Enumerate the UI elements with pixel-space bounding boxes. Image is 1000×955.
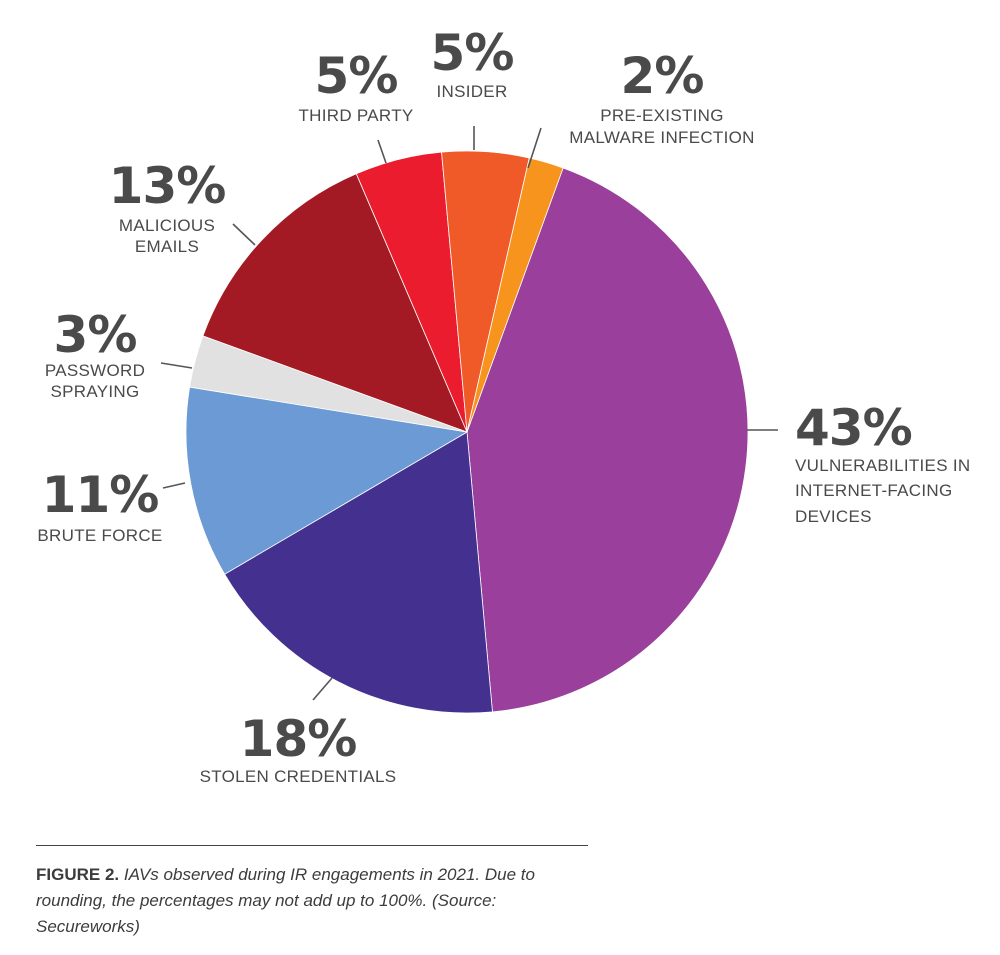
slice-label-6-line-1: THIRD PARTY — [298, 106, 413, 125]
pie-slice-1 — [466, 167, 749, 713]
leader-line-8 — [527, 127, 542, 169]
caption-prefix: FIGURE 2. — [36, 865, 120, 884]
caption-text: IAVs observed during IR engagements in 2… — [36, 865, 535, 936]
slice-label-1-line-3: DEVICES — [795, 507, 872, 526]
leader-line-6 — [377, 139, 387, 164]
slice-percent-6: 5% — [315, 47, 398, 105]
slice-percent-7: 5% — [431, 24, 514, 82]
leader-line-2 — [312, 677, 333, 701]
slice-labels: 43%VULNERABILITIES IN INTERNET-FACING DEVI… — [37, 24, 970, 786]
slice-label-4-line-1: PASSWORD — [45, 361, 145, 380]
slice-label-7-line-1: INSIDER — [436, 82, 507, 101]
slice-label-5-line-2: EMAILS — [135, 237, 199, 256]
slice-label-1-line-2: INTERNET-FACING — [795, 481, 953, 500]
slice-percent-2: 18% — [240, 710, 357, 768]
pie-slice-2 — [224, 431, 493, 714]
caption-divider — [36, 845, 588, 846]
slice-label-3-line-1: BRUTE FORCE — [37, 526, 162, 545]
leader-line-4 — [160, 362, 193, 369]
slice-label-8-line-1: PRE-EXISTING — [600, 106, 724, 125]
slice-label-1-line-1: VULNERABILITIES IN — [795, 456, 970, 475]
pie-slice-8 — [466, 157, 564, 433]
leader-line-5 — [232, 223, 256, 246]
slice-percent-5: 13% — [109, 157, 226, 215]
slice-label-4-line-2: SPRAYING — [51, 382, 140, 401]
figure-caption: FIGURE 2. IAVs observed during IR engage… — [36, 862, 596, 940]
leader-lines — [160, 126, 778, 701]
pie-slice-3 — [185, 386, 469, 575]
slice-percent-4: 3% — [54, 306, 137, 364]
slice-percent-3: 11% — [42, 466, 159, 524]
slice-label-5-line-1: MALICIOUS — [119, 216, 215, 235]
leader-line-3 — [162, 482, 186, 489]
slice-label-2-line-1: STOLEN CREDENTIALS — [200, 767, 397, 786]
pie-slices — [185, 150, 749, 714]
slice-percent-1: 43% — [795, 399, 912, 457]
pie-slice-5 — [202, 173, 468, 433]
slice-percent-8: 2% — [621, 47, 704, 105]
slice-label-8-line-2: MALWARE INFECTION — [569, 128, 755, 147]
